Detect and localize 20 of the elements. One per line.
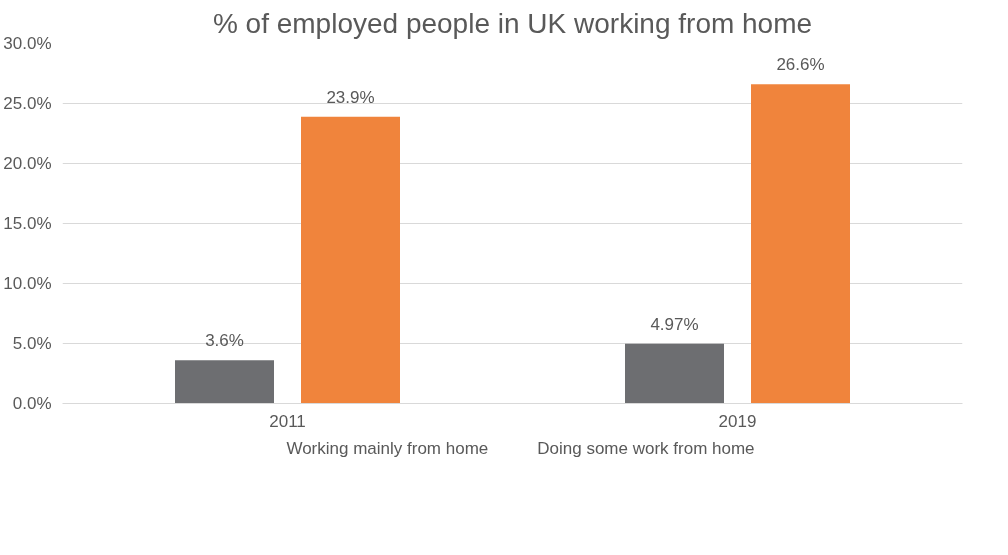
data-label: 23.9% bbox=[326, 87, 375, 107]
y-tick-label: 5.0% bbox=[12, 334, 52, 353]
bar bbox=[301, 116, 400, 404]
x-tick-label: 2019 bbox=[718, 411, 757, 431]
text: Working mainly from home bbox=[286, 439, 489, 459]
data-label: 3.6% bbox=[205, 331, 244, 351]
x-tick-label: 2011 bbox=[269, 411, 306, 431]
bar bbox=[751, 84, 850, 404]
text: Doing some work from home bbox=[537, 439, 755, 459]
y-tick-label: 0.0% bbox=[12, 394, 52, 413]
data-label: 4.97% bbox=[650, 314, 699, 334]
data-label: 26.6% bbox=[776, 55, 825, 75]
y-tick-label: 25.0% bbox=[3, 94, 52, 113]
bar bbox=[175, 360, 274, 404]
y-tick-label: 15.0% bbox=[3, 214, 52, 233]
y-tick-label: 30.0% bbox=[3, 34, 52, 53]
bar bbox=[625, 343, 724, 404]
chart-title: % of employed people in UK working from home bbox=[212, 7, 813, 39]
y-tick-label: 20.0% bbox=[3, 154, 52, 173]
y-tick-label: 10.0% bbox=[3, 274, 52, 293]
